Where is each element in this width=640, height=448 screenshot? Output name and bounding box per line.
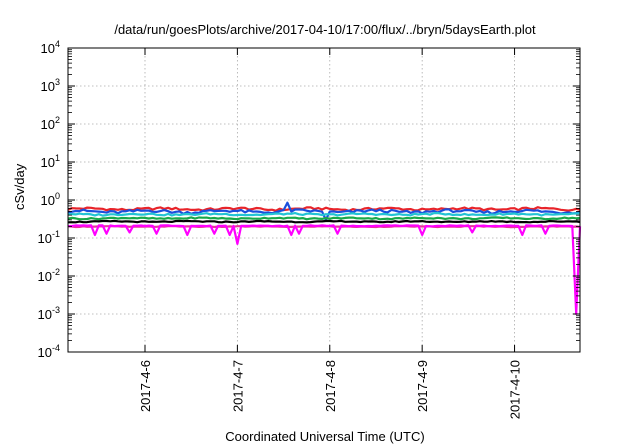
axis-ticks: 10-4 10-3 10-2 10-1 100 101 102 103 104 2017-4-6 2…: [38, 39, 580, 419]
x-tick-label: 2017-4-10: [508, 360, 523, 419]
y-tick-label: 104: [41, 39, 60, 56]
series-line: [67, 201, 581, 221]
y-tick-label: 103: [41, 77, 60, 94]
x-tick-label: 2017-4-8: [323, 360, 338, 412]
y-tick-label: 10-2: [38, 267, 60, 284]
chart-title: /data/run/goesPlots/archive/2017-04-10/1…: [114, 22, 536, 37]
y-tick-label: 100: [41, 191, 60, 208]
y-tick-label: 10-3: [38, 305, 60, 322]
series-line: [67, 224, 582, 316]
series-line: [67, 216, 581, 221]
x-tick-label: 2017-4-6: [138, 360, 153, 412]
series-line: [67, 206, 581, 212]
x-axis-label: Coordinated Universal Time (UTC): [225, 429, 425, 444]
x-tick-label: 2017-4-9: [415, 360, 430, 412]
grid: [68, 48, 580, 352]
y-tick-label: 10-1: [38, 229, 60, 246]
y-tick-label: 102: [41, 115, 60, 132]
y-tick-label: 101: [41, 153, 60, 170]
y-tick-label: 10-4: [38, 343, 60, 360]
x-tick-label: 2017-4-7: [230, 360, 245, 412]
series-group: [67, 201, 582, 316]
series-line: [67, 219, 581, 224]
series-line: [67, 211, 581, 217]
